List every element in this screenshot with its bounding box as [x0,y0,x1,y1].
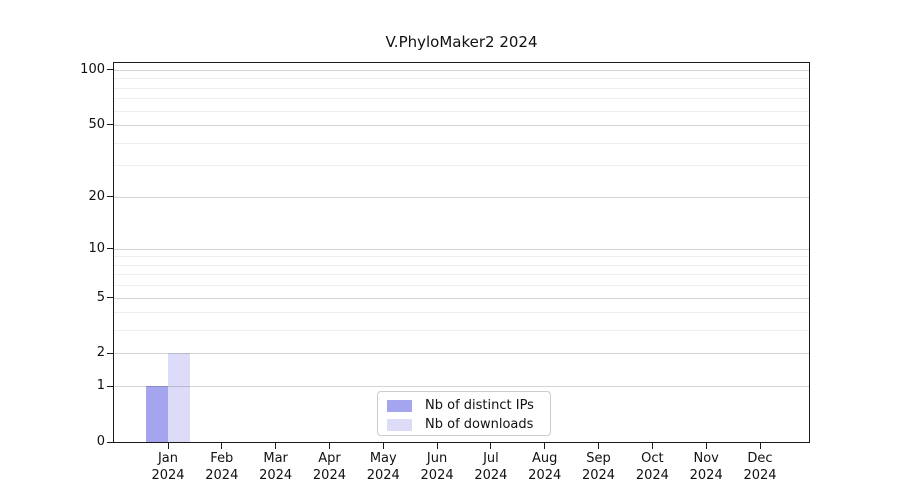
minor-gridline-40 [114,142,809,144]
x-tick-mark-4 [382,443,384,449]
grid-layer [114,63,809,442]
x-tick-mark-11 [759,443,761,449]
x-tick-label-2: Mar 2024 [259,451,293,483]
x-tick-label-11: Dec 2024 [743,451,777,483]
x-tick-label-3: Apr 2024 [312,451,346,483]
y-tick-mark-50 [107,124,113,126]
chart-title: V.PhyloMaker2 2024 [385,33,538,51]
legend: Nb of distinct IPs Nb of downloads [377,391,551,436]
y-tick-label-5: 5 [96,289,105,305]
legend-item-downloads: Nb of downloads [387,416,550,433]
x-tick-mark-0 [167,443,169,449]
x-tick-label-1: Feb 2024 [205,451,239,483]
x-tick-label-0: Jan 2024 [151,451,185,483]
minor-gridline-70 [114,98,809,100]
y-tick-mark-2 [107,352,113,354]
minor-gridline-3 [114,330,809,332]
x-tick-label-6: Jul 2024 [474,451,508,483]
y-tick-label-2: 2 [96,345,105,361]
legend-swatch-distinct-ips-icon [387,399,412,412]
x-tick-label-10: Nov 2024 [689,451,723,483]
y-tick-mark-1 [107,385,113,387]
y-tick-label-10: 10 [88,240,105,256]
legend-swatch-downloads-icon [387,418,412,431]
bar-distinct-ips-0 [146,386,168,442]
legend-item-distinct-ips: Nb of distinct IPs [387,397,550,414]
y-tick-mark-10 [107,248,113,250]
x-tick-mark-7 [544,443,546,449]
major-gridline-1 [114,386,809,388]
major-gridline-5 [114,297,809,299]
major-gridline-10 [114,248,809,250]
y-tick-label-1: 1 [96,378,105,394]
y-tick-label-0: 0 [96,434,105,449]
bar-downloads-0 [168,353,190,442]
minor-gridline-4 [114,312,809,314]
x-tick-mark-9 [651,443,653,449]
major-gridline-50 [114,124,809,126]
y-tick-label-50: 50 [88,116,105,132]
x-tick-mark-8 [598,443,600,449]
y-tick-mark-5 [107,297,113,299]
y-tick-mark-20 [107,196,113,198]
x-tick-label-8: Sep 2024 [581,451,616,483]
x-tick-label-4: May 2024 [366,451,400,483]
minor-gridline-8 [114,264,809,266]
y-tick-mark-100 [107,69,113,71]
major-gridline-2 [114,353,809,355]
y-tick-mark-0 [107,441,113,443]
minor-gridline-60 [114,110,809,112]
minor-gridline-7 [114,274,809,276]
minor-gridline-80 [114,87,809,89]
minor-gridline-30 [114,165,809,167]
x-tick-mark-10 [705,443,707,449]
x-tick-label-7: Aug 2024 [528,451,562,483]
major-gridline-20 [114,196,809,198]
x-tick-mark-3 [328,443,330,449]
x-tick-mark-2 [275,443,277,449]
minor-gridline-90 [114,78,809,80]
y-tick-label-100: 100 [80,61,105,77]
x-tick-label-9: Oct 2024 [635,451,669,483]
major-gridline-100 [114,69,809,71]
minor-gridline-6 [114,285,809,287]
bars-layer [114,63,809,442]
x-tick-mark-5 [436,443,438,449]
x-tick-mark-1 [221,443,223,449]
legend-label-distinct-ips: Nb of distinct IPs [425,398,534,413]
minor-gridline-9 [114,256,809,258]
x-tick-label-5: Jun 2024 [420,451,454,483]
legend-label-downloads: Nb of downloads [425,417,534,432]
y-tick-label-20: 20 [88,188,105,204]
x-tick-mark-6 [490,443,492,449]
plot-area [113,62,810,443]
